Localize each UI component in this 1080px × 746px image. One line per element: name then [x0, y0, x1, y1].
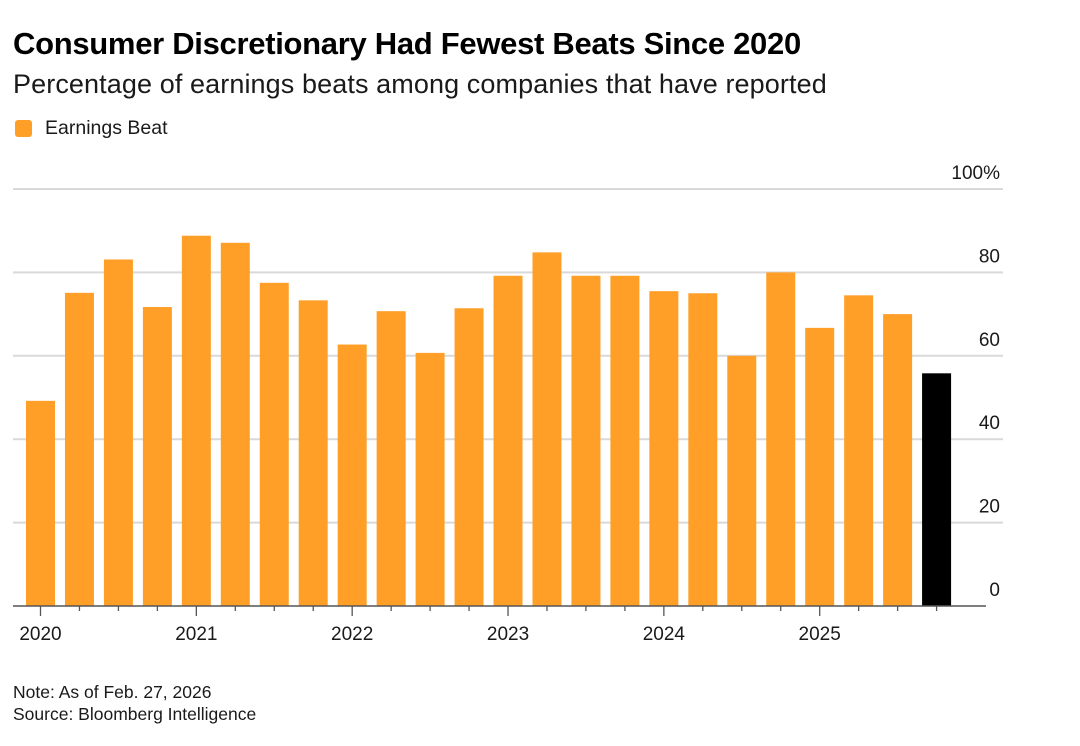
x-tick-label-2020: 2020 — [19, 624, 61, 645]
bar-2022-q2 — [376, 311, 406, 606]
x-axis: 2020 2021 2022 2023 2024 2025 — [13, 605, 986, 645]
bar-2025-q1 — [805, 327, 835, 606]
bar-2022-q1 — [337, 344, 367, 606]
chart-title: Consumer Discretionary Had Fewest Beats … — [13, 26, 801, 61]
bar-2025-q3 — [883, 314, 913, 606]
legend: Earnings Beat — [15, 117, 168, 140]
bar-2020-q2 — [64, 292, 94, 606]
bars — [26, 235, 952, 607]
bar-2024-q3 — [727, 355, 757, 606]
y-axis: 0 20 40 60 80 100% — [951, 163, 1000, 601]
x-tick-label-2023: 2023 — [487, 624, 529, 645]
y-tick-label: 80 — [979, 246, 1000, 267]
footnote: Note: As of Feb. 27, 2026 Source: Bloomb… — [13, 681, 256, 725]
legend-label-earnings-beat: Earnings Beat — [45, 117, 168, 139]
x-tick-label-2021: 2021 — [175, 624, 217, 645]
x-tick-label-2024: 2024 — [643, 624, 686, 645]
y-tick-label: 60 — [979, 330, 1000, 351]
bar-2021-q4 — [298, 300, 328, 606]
bar-2020-q3 — [103, 259, 133, 606]
bar-2021-q2 — [220, 242, 250, 606]
legend-swatch-earnings-beat — [15, 120, 32, 137]
source-text: Source: Bloomberg Intelligence — [13, 704, 257, 724]
bar-2025-q2 — [844, 295, 874, 606]
bar-2020-q4 — [142, 307, 172, 606]
y-tick-label: 20 — [979, 497, 1000, 518]
note-text: Note: As of Feb. 27, 2026 — [13, 682, 212, 702]
bar-2020-q1 — [26, 400, 55, 606]
y-tick-label: 40 — [979, 413, 1000, 434]
bar-2023-q2 — [532, 252, 562, 606]
x-tick-label-2022: 2022 — [331, 624, 373, 645]
y-tick-label: 0 — [989, 580, 1000, 601]
bar-2024-q1 — [649, 291, 679, 606]
chart-subtitle: Percentage of earnings beats among compa… — [13, 69, 827, 99]
bar-2023-q4 — [610, 275, 640, 606]
y-tick-label: 100% — [951, 163, 1000, 184]
bar-2024-q2 — [688, 293, 718, 606]
bar-2024-q4 — [766, 272, 796, 606]
bar-2022-q3 — [415, 352, 445, 606]
bar-2023-q1 — [493, 275, 523, 606]
bar-2022-q4 — [454, 308, 484, 606]
bar-2021-q3 — [259, 282, 289, 606]
bar-2025-q4 — [922, 373, 952, 606]
bar-2023-q3 — [571, 275, 601, 606]
x-tick-label-2025: 2025 — [799, 624, 841, 645]
bar-2021-q1 — [181, 235, 211, 607]
